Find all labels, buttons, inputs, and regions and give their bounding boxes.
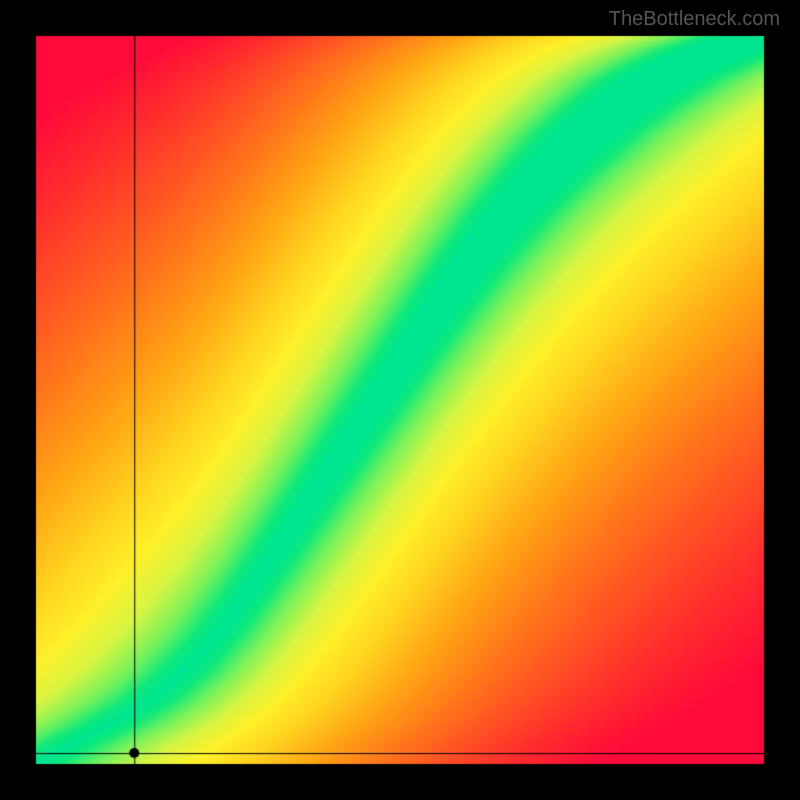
root-container: TheBottleneck.com [0,0,800,800]
bottleneck-heatmap-canvas [0,0,800,800]
watermark-label: TheBottleneck.com [609,8,780,31]
